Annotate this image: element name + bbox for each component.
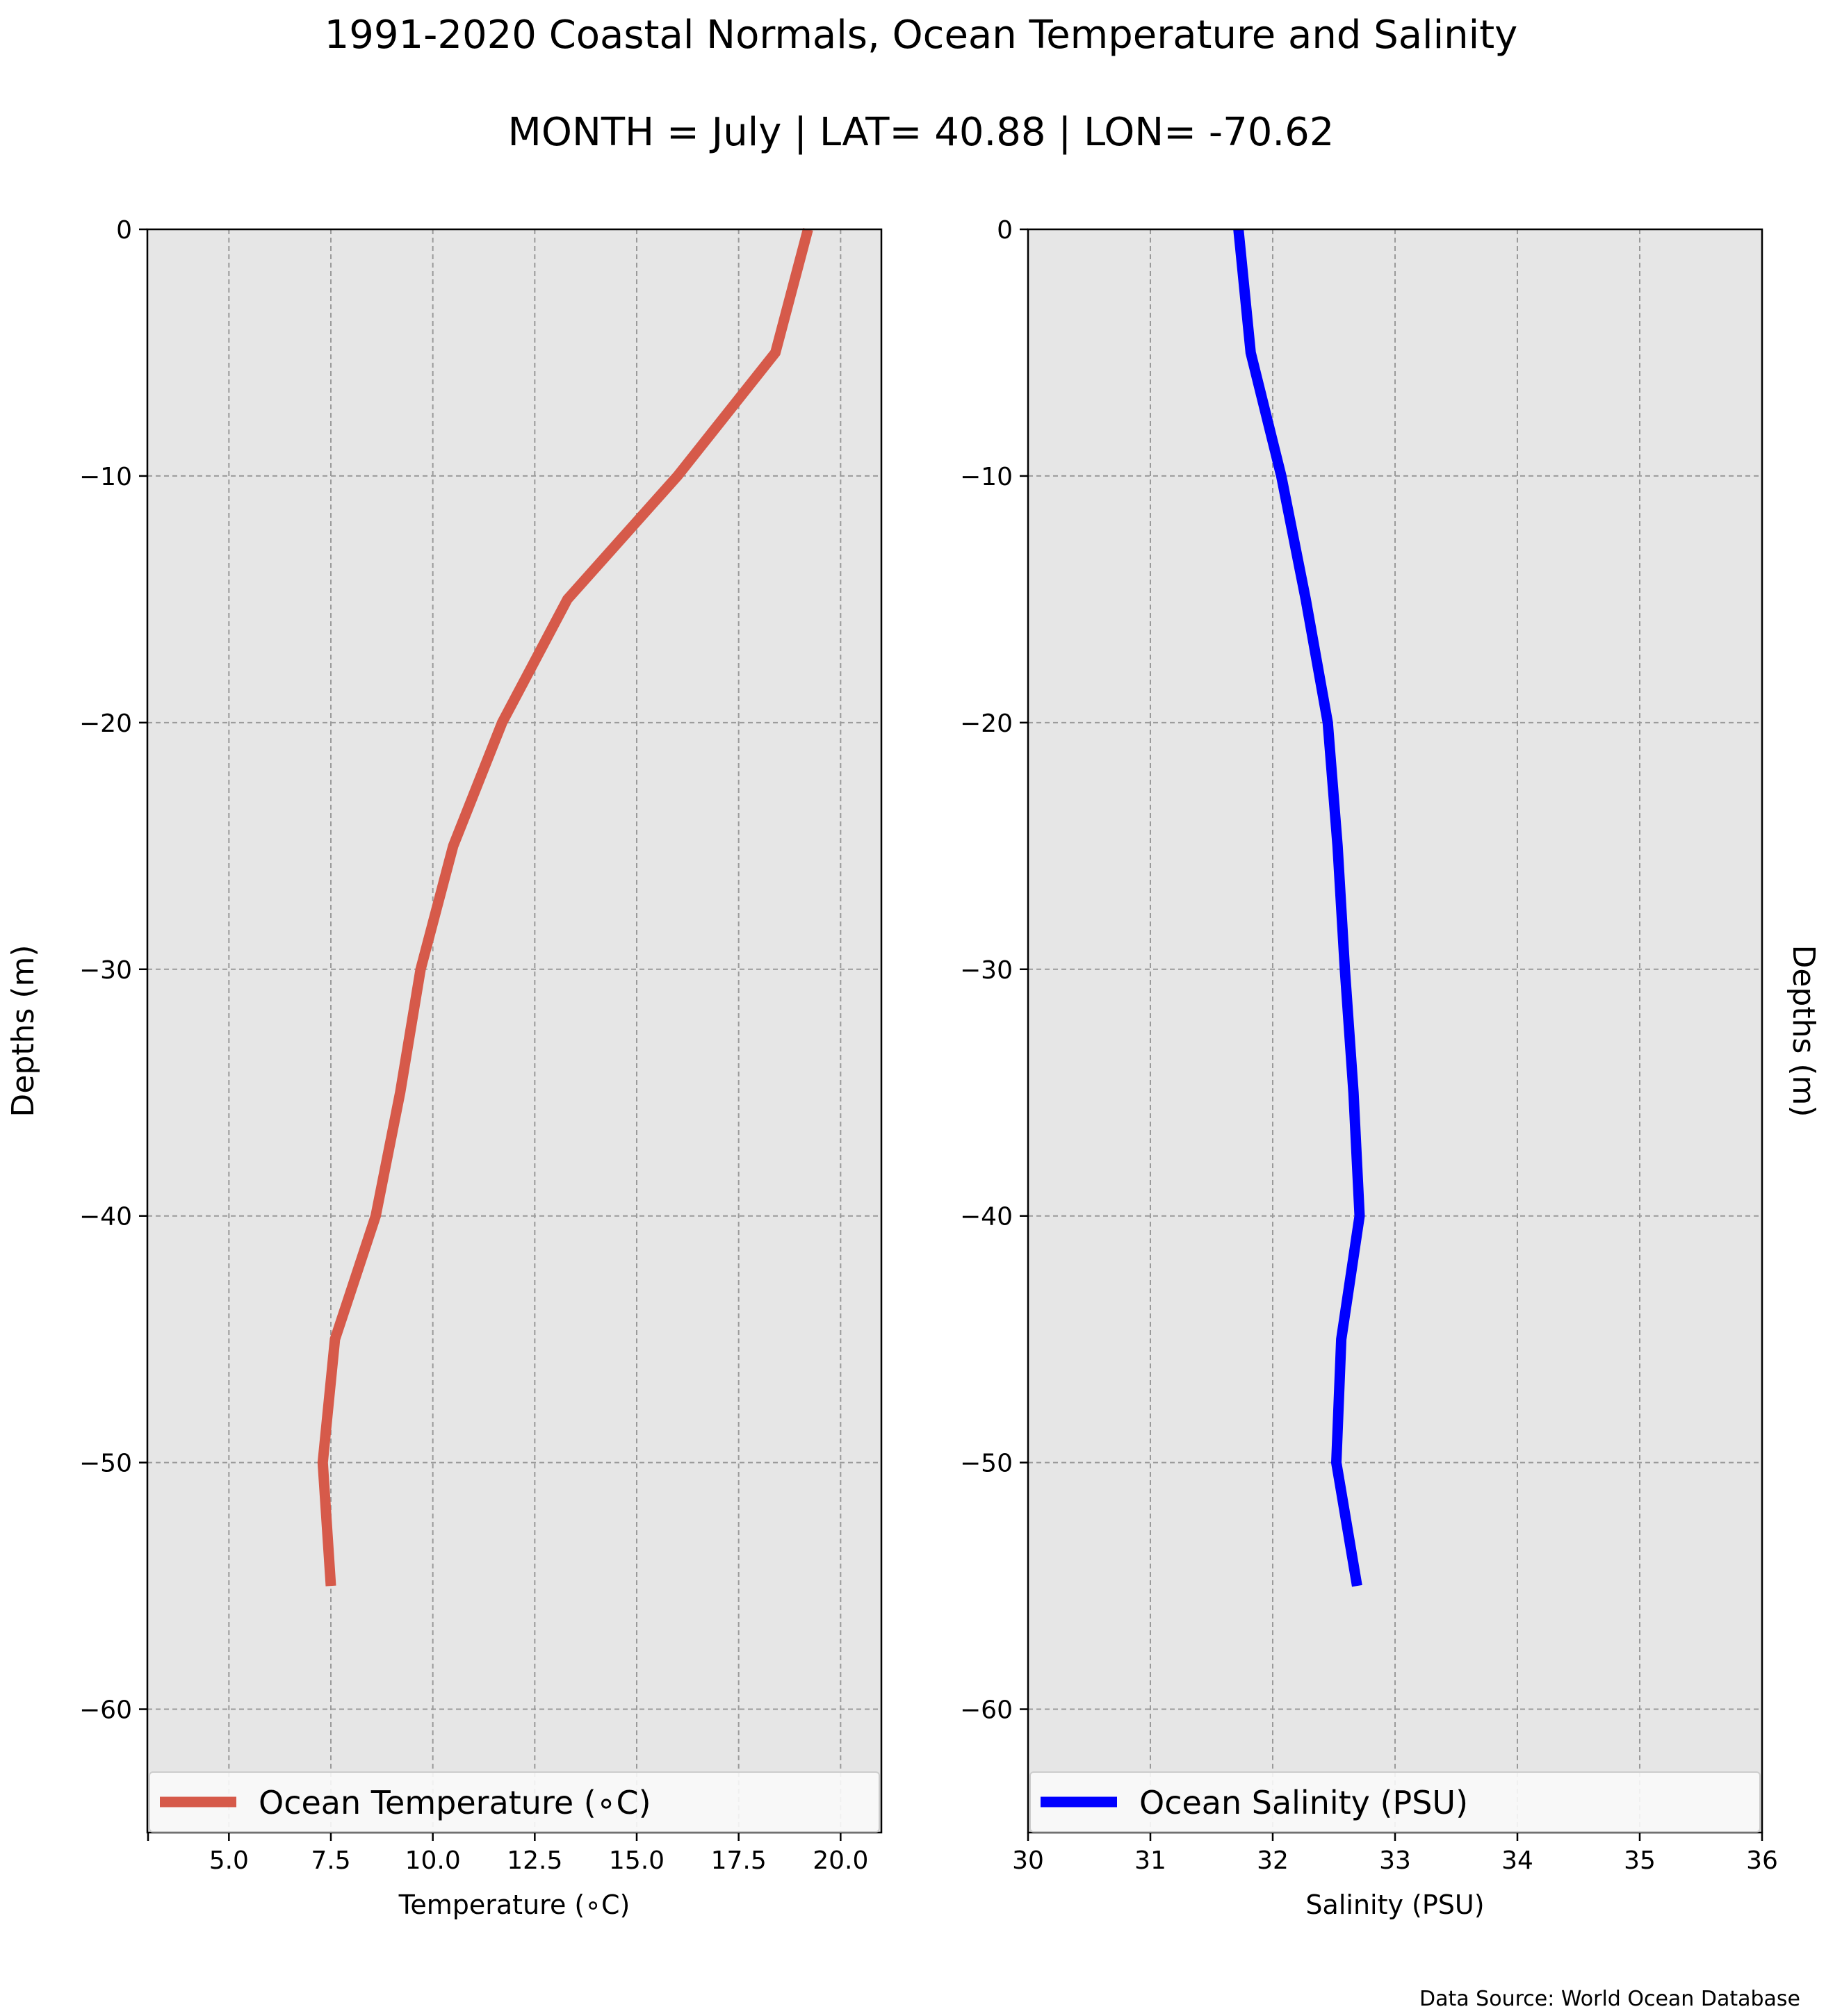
legend-box: [1029, 1771, 1761, 1833]
y-tick-label: −50: [79, 1450, 132, 1478]
y-tick-label: −30: [79, 956, 132, 985]
y-tick-label: −50: [960, 1450, 1013, 1478]
x-tick-label: 12.5: [507, 1846, 562, 1875]
legend: Ocean Salinity (PSU): [1029, 1771, 1761, 1833]
y-tick-label: 0: [997, 216, 1013, 245]
x-tick-label: 20.0: [813, 1846, 868, 1875]
x-tick-label: 36: [1746, 1846, 1778, 1875]
x-tick-label: 34: [1501, 1846, 1533, 1875]
y-tick-label: −20: [960, 710, 1013, 738]
y-tick-label: −30: [960, 956, 1013, 985]
y-tick-label: −40: [79, 1203, 132, 1231]
y-tick-label: −20: [79, 710, 132, 738]
temperature-panel: 5.0 7.5 10.0 12.5 15.0 17.5 20.0 0 −10 −20 −30 −40 −…: [6, 216, 883, 1920]
x-tick-label: 35: [1624, 1846, 1656, 1875]
x-tick-label: 17.5: [711, 1846, 767, 1875]
series-line: [1233, 229, 1365, 1587]
legend-label: Ocean Temperature (∘C): [259, 1784, 651, 1821]
legend: Ocean Temperature (∘C): [149, 1771, 880, 1833]
chart-subtitle: MONTH = July | LAT= 40.88 | LON= -70.62: [507, 110, 1335, 155]
legend-label: Ocean Salinity (PSU): [1139, 1784, 1468, 1821]
x-tick-label: 32: [1257, 1846, 1289, 1875]
x-tick-label: 15.0: [609, 1846, 665, 1875]
x-axis-label: Temperature (∘C): [398, 1890, 630, 1920]
plot-area: [147, 229, 881, 1833]
y-tick-label: 0: [116, 216, 132, 245]
legend-box: [149, 1771, 880, 1833]
x-axis-label: Salinity (PSU): [1305, 1890, 1484, 1920]
x-tick-label: 31: [1134, 1846, 1166, 1875]
x-tick-label: 30: [1012, 1846, 1044, 1875]
y-tick-label: −60: [960, 1696, 1013, 1725]
x-tick-label: 5.0: [209, 1846, 249, 1875]
y-tick-label: −40: [960, 1203, 1013, 1231]
data-source-note: Data Source: World Ocean Database: [1419, 1987, 1800, 2011]
salinity-panel: 30 31 32 33 34 35 36 0 −10 −20 −30 −40 −50 −60 Salinit…: [960, 216, 1821, 1920]
y-tick-label: −60: [79, 1696, 132, 1725]
y-tick-label: −10: [79, 463, 132, 491]
y-axis-label: Depths (m): [1786, 944, 1821, 1117]
x-tick-label: 33: [1379, 1846, 1411, 1875]
series-line: [317, 228, 813, 1587]
x-tick-label: 7.5: [311, 1846, 350, 1875]
y-tick-label: −10: [960, 463, 1013, 491]
y-axis-label: Depths (m): [6, 944, 41, 1117]
x-tick-label: 10.0: [405, 1846, 461, 1875]
chart-title: 1991-2020 Coastal Normals, Ocean Tempera…: [324, 13, 1518, 58]
